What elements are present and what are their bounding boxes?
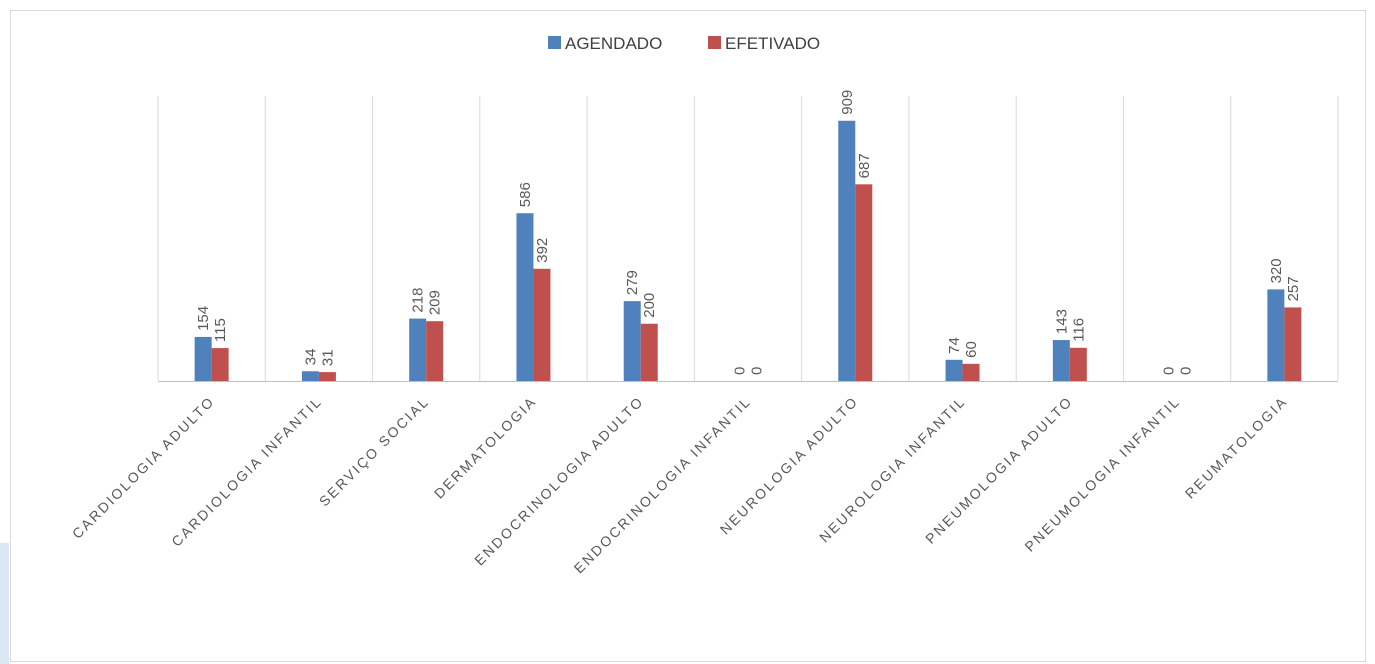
bar-agendado <box>301 371 319 381</box>
data-label-agendado: 218 <box>410 288 427 313</box>
bar-agendado <box>838 120 856 382</box>
bar-agendado <box>409 318 427 381</box>
bar-agendado <box>623 301 641 381</box>
data-label-efetivado: 60 <box>963 341 980 358</box>
category-label: ENDOCRINOLOGIA ADULTO <box>471 393 647 569</box>
data-label-agendado: 279 <box>624 270 641 295</box>
bar-agendado <box>194 336 212 381</box>
data-label-efetivado: 392 <box>534 238 551 263</box>
category-grid <box>157 96 1339 381</box>
data-label-agendado: 143 <box>1053 309 1070 334</box>
category-label: SERVIÇO SOCIAL <box>316 393 433 510</box>
bar-agendado <box>945 359 963 381</box>
data-label-efetivado: 200 <box>641 293 658 318</box>
data-label-efetivado: 116 <box>1070 318 1087 342</box>
legend-swatch-efetivado <box>708 36 721 49</box>
data-label-agendado: 320 <box>1268 258 1285 283</box>
bar-efetivado <box>318 372 336 381</box>
bar-agendado <box>1267 289 1285 381</box>
chart-legend: AGENDADO EFETIVADO <box>548 34 820 53</box>
data-label-agendado: 0 <box>1161 367 1178 375</box>
bar-efetivado <box>855 184 873 381</box>
chart-frame <box>10 10 1366 662</box>
category-label: REUMATOLOGIA <box>1182 393 1291 502</box>
legend-label-efetivado: EFETIVADO <box>725 34 820 53</box>
data-label-efetivado: 209 <box>427 290 444 315</box>
bar-agendado <box>1052 340 1070 381</box>
bar-efetivado <box>426 321 444 381</box>
legend-swatch-agendado <box>548 36 561 49</box>
data-label-agendado: 586 <box>517 182 534 207</box>
category-label: DERMATOLOGIA <box>431 393 540 502</box>
bars-group <box>194 120 1302 382</box>
bar-efetivado <box>1284 307 1302 381</box>
bar-efetivado <box>640 323 658 381</box>
data-label-efetivado: 687 <box>856 153 873 178</box>
data-label-agendado: 154 <box>195 306 212 331</box>
data-label-efetivado: 31 <box>319 349 336 366</box>
decorative-left-strip <box>0 543 9 664</box>
data-label-efetivado: 0 <box>749 367 766 375</box>
bar-efetivado <box>1069 347 1087 381</box>
bar-efetivado <box>962 363 980 381</box>
data-label-efetivado: 0 <box>1178 367 1195 375</box>
data-label-agendado: 0 <box>732 367 749 375</box>
data-label-efetivado: 257 <box>1285 276 1302 301</box>
data-label-agendado: 74 <box>946 337 963 354</box>
bar-agendado <box>516 213 534 381</box>
data-label-agendado: 909 <box>839 90 856 115</box>
bar-efetivado <box>533 268 551 381</box>
category-label: ENDOCRINOLOGIA INFANTIL <box>571 393 755 577</box>
legend-label-agendado: AGENDADO <box>565 34 662 53</box>
bar-efetivado <box>211 348 229 381</box>
data-label-efetivado: 115 <box>212 318 229 342</box>
data-label-agendado: 34 <box>302 349 319 366</box>
